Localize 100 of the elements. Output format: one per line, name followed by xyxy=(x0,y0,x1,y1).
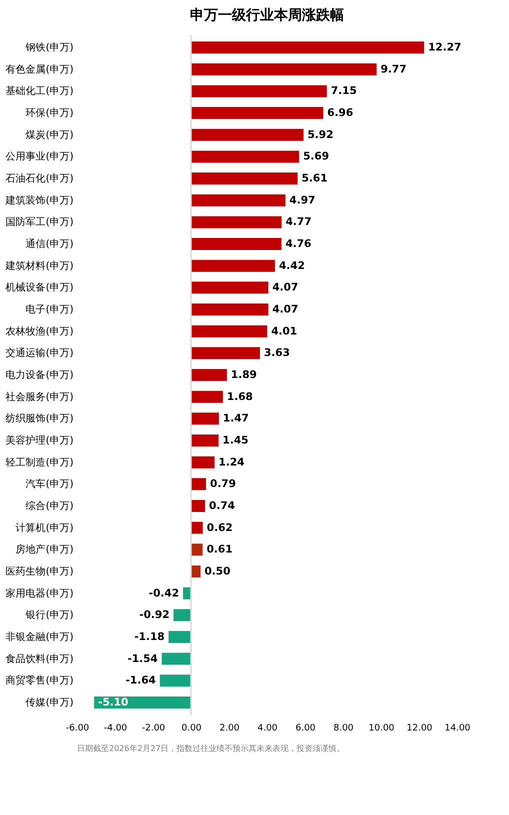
data-label: 1.24 xyxy=(218,456,244,468)
bar xyxy=(162,652,191,665)
data-label: 4.07 xyxy=(272,304,298,316)
x-tick-label: 6.00 xyxy=(295,724,316,734)
y-tick-label: 传媒(申万) xyxy=(26,696,74,708)
data-label: 1.45 xyxy=(222,434,248,446)
x-tick-label: 8.00 xyxy=(333,724,354,734)
bar xyxy=(191,478,206,490)
x-tick-label: 0.00 xyxy=(181,724,202,734)
y-tick-label: 纺织服饰(申万) xyxy=(6,412,74,425)
data-label: 5.92 xyxy=(307,128,334,141)
y-tick-label: 家用电器(申万) xyxy=(6,587,74,600)
data-label: 0.79 xyxy=(210,478,236,490)
text: 日期截至2026年2月27日，指数过往业绩不预示其未来表现，投资须谨慎。 xyxy=(77,744,345,753)
bar xyxy=(191,238,282,250)
data-label: 12.27 xyxy=(428,42,462,54)
data-label: 4.42 xyxy=(278,260,305,272)
y-tick-label: 交通运输(申万) xyxy=(6,347,74,360)
y-tick-label: 钢铁(申万) xyxy=(24,42,74,54)
bar xyxy=(191,368,227,382)
bar xyxy=(191,194,286,206)
bar xyxy=(191,85,327,98)
x-tick-label: 4.00 xyxy=(257,724,278,734)
data-label: 4.77 xyxy=(286,216,312,228)
y-tick-label: 社会服务(申万) xyxy=(6,390,74,403)
data-label: 0.74 xyxy=(209,500,235,512)
y-tick-label: 有色金属(申万) xyxy=(6,63,74,76)
bar xyxy=(191,500,206,512)
y-tick-label: 非银金融(申万) xyxy=(6,630,74,643)
bar xyxy=(191,128,304,141)
bar xyxy=(191,260,275,272)
x-tick-label: -2.00 xyxy=(142,724,166,734)
bar xyxy=(191,456,215,468)
y-tick-label: 环保(申万) xyxy=(26,107,74,120)
data-label: 0.50 xyxy=(204,565,230,578)
y-tick-label: 建筑材料(申万) xyxy=(4,260,74,272)
data-label: -1.54 xyxy=(127,652,158,665)
data-label: 4.97 xyxy=(289,194,316,206)
data-label: 5.69 xyxy=(303,150,330,163)
data-label: 6.96 xyxy=(327,107,354,120)
y-tick-label: 建筑装饰(申万) xyxy=(4,194,74,206)
bar xyxy=(191,63,377,76)
bar xyxy=(183,587,191,600)
bar xyxy=(191,390,223,403)
bar xyxy=(191,216,282,228)
y-tick-label: 石油石化(申万) xyxy=(6,172,74,185)
bar xyxy=(191,42,424,54)
x-tick-label: 2.00 xyxy=(219,724,240,734)
data-label: -0.92 xyxy=(139,609,170,622)
y-tick-label: 商贸零售(申万) xyxy=(6,674,74,687)
data-label: 1.68 xyxy=(226,390,253,403)
bar xyxy=(191,434,219,446)
data-label: 4.01 xyxy=(271,325,298,338)
data-label: 4.07 xyxy=(272,282,298,294)
x-tick-label: 10.00 xyxy=(368,724,395,734)
y-tick-label: 汽车(申万) xyxy=(26,478,74,490)
y-tick-label: 国防军工(申万) xyxy=(6,216,74,228)
y-tick-label: 食品饮料(申万) xyxy=(6,652,74,665)
y-tick-label: 农林牧渔(申万) xyxy=(6,325,74,338)
data-label: -1.18 xyxy=(134,630,165,643)
y-tick-label: 煤炭(申万) xyxy=(26,128,74,141)
x-tick-label: -4.00 xyxy=(104,724,128,734)
y-tick-label: 轻工制造(申万) xyxy=(6,456,74,468)
x-tick-label: 14.00 xyxy=(444,724,471,734)
bar xyxy=(160,674,191,687)
data-label: -1.64 xyxy=(126,674,156,687)
data-label: 1.89 xyxy=(230,369,257,381)
y-tick-label: 公用事业(申万) xyxy=(6,150,74,163)
y-tick-label: 机械设备(申万) xyxy=(6,282,74,294)
data-label: 7.15 xyxy=(330,85,357,98)
bar xyxy=(168,630,191,643)
bar xyxy=(191,522,203,534)
bar xyxy=(191,544,203,556)
bar xyxy=(191,347,260,360)
chart-title: 申万一级行业本周涨跌幅 xyxy=(190,7,344,24)
bar xyxy=(191,107,324,120)
y-tick-label: 房地产(申万) xyxy=(16,544,74,556)
data-label: -0.42 xyxy=(148,587,180,600)
bar xyxy=(191,325,268,338)
bar xyxy=(191,412,219,425)
bar xyxy=(191,172,298,185)
bar xyxy=(191,150,300,163)
y-tick-label: 电子(申万) xyxy=(26,304,74,316)
data-label: 1.47 xyxy=(222,412,249,425)
bar xyxy=(174,609,191,622)
data-label: 0.61 xyxy=(206,544,233,556)
y-tick-label: 计算机(申万) xyxy=(16,522,74,534)
y-tick-label: 美容护理(申万) xyxy=(6,434,74,446)
y-tick-label: 综合(申万) xyxy=(26,500,74,512)
data-label: 0.62 xyxy=(206,522,233,534)
y-tick-label: 电力设备(申万) xyxy=(6,369,74,381)
data-label: 5.61 xyxy=(302,172,328,185)
x-tick-label: -6.00 xyxy=(66,724,90,734)
bar xyxy=(191,304,268,316)
y-tick-label: 银行(申万) xyxy=(24,609,74,622)
data-label: 3.63 xyxy=(264,347,290,360)
data-label: 9.77 xyxy=(380,63,407,76)
data-label: -5.10 xyxy=(98,696,128,708)
bar xyxy=(191,282,268,294)
y-tick-label: 通信(申万) xyxy=(26,238,74,250)
